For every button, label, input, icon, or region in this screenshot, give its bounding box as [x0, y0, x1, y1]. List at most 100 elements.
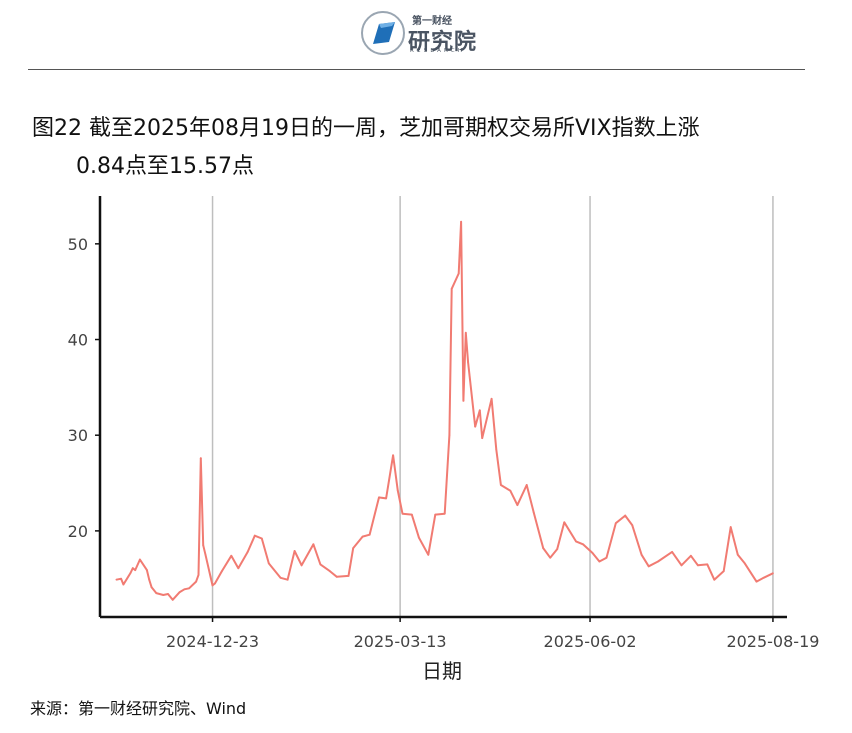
vix-data-point: [614, 522, 617, 525]
y-axis: 20 30 40 50: [68, 196, 102, 617]
vix-data-point: [509, 489, 512, 492]
x-tick-label: 2025-03-13: [354, 632, 447, 651]
vix-data-point: [462, 399, 465, 402]
vix-data-point: [237, 567, 240, 570]
vix-data-point: [286, 578, 289, 581]
vix-data-point: [335, 575, 338, 578]
vix-data-point: [689, 554, 692, 557]
vix-data-point: [464, 331, 467, 334]
vix-data-point: [417, 536, 420, 539]
vix-data-point: [178, 591, 181, 594]
vix-data-point: [434, 513, 437, 516]
vix-data-point: [150, 586, 153, 589]
vix-data-point: [347, 574, 350, 577]
vix-data-point: [516, 504, 519, 506]
vix-data-point: [722, 570, 725, 572]
vix-data-point: [129, 572, 132, 574]
vix-data-point: [211, 584, 214, 587]
vix-data-point: [312, 543, 315, 546]
vix-data-point: [481, 437, 484, 439]
logo-top-text: 第一财经: [412, 16, 452, 27]
vix-data-point: [713, 578, 716, 581]
source-note: 来源：第一财经研究院、Wind: [30, 699, 247, 718]
vix-data-point: [736, 553, 739, 556]
vix-data-point: [657, 560, 659, 563]
logo: 第一财经 研究院 RESEARCH: [360, 6, 490, 58]
vix-data-point: [474, 425, 477, 428]
vix-data-point: [640, 553, 643, 556]
logo-sub-text: RESEARCH: [410, 48, 466, 54]
vix-data-point: [115, 578, 118, 581]
vix-data-point: [706, 563, 709, 566]
vix-data-point: [647, 565, 650, 568]
vix-data-point: [392, 454, 394, 457]
vix-data-point: [246, 551, 249, 553]
vix-data-point: [591, 551, 594, 554]
logo-emblem-icon: [361, 11, 405, 55]
vix-data-point: [368, 533, 371, 536]
series-layer: [115, 220, 774, 601]
x-tick-label: 2024-12-23: [166, 632, 259, 651]
vix-data-point: [460, 220, 462, 223]
vix-data-point: [122, 583, 125, 586]
vix-data-point: [556, 548, 559, 550]
vix-data-point: [410, 513, 413, 516]
vix-data-point: [575, 540, 577, 543]
vix-data-point: [427, 553, 430, 556]
x-axis-label: 日期: [422, 659, 462, 683]
vix-data-point: [532, 511, 535, 514]
x-tick-label: 2025-08-19: [726, 632, 819, 651]
vix-data-point: [490, 397, 493, 400]
vix-data-point: [697, 564, 699, 567]
vix-data-point: [319, 563, 322, 566]
vix-data-point: [755, 580, 758, 583]
vix-data-point: [582, 543, 584, 546]
vix-data-point: [396, 489, 399, 492]
vix-data-point: [171, 598, 174, 601]
vix-data-point: [467, 361, 470, 364]
vix-data-point: [138, 558, 141, 561]
vix-data-point: [230, 554, 233, 557]
vix-data-point: [598, 560, 601, 563]
vix-data-point: [328, 570, 331, 572]
vix-data-point: [478, 409, 481, 412]
vix-data-point: [183, 588, 186, 591]
vix-data-point: [155, 592, 158, 594]
vix-data-point: [680, 564, 683, 567]
vix-data-point: [762, 576, 765, 579]
vix-data-point: [162, 594, 165, 596]
x-axis: 2024-12-23 2025-03-13 2025-06-02 2025-08-19: [100, 615, 819, 651]
vix-data-point: [253, 534, 256, 537]
vix-data-point: [605, 556, 608, 559]
vix-data-point: [772, 572, 774, 575]
vix-data-point: [167, 593, 169, 595]
y-tick-label: 30: [68, 426, 88, 445]
vix-data-point: [361, 535, 364, 538]
vix-data-point: [352, 547, 355, 550]
vix-data-point: [542, 547, 545, 550]
logo-main-text: 研究院: [408, 30, 478, 55]
x-tick-label: 2025-06-02: [544, 632, 637, 651]
chart-title-line-1: 图22 截至2025年08月19日的一周，芝加哥期权交易所VIX指数上涨: [32, 116, 700, 141]
chart-title-line-2: 0.84点至15.57点: [76, 154, 254, 179]
vix-data-point: [204, 553, 207, 556]
vix-data-point: [525, 484, 528, 486]
vix-data-point: [401, 512, 404, 515]
vix-data-point: [457, 272, 460, 275]
vix-data-point: [448, 434, 451, 437]
grid-lines: [211, 196, 774, 617]
vix-data-point: [267, 562, 270, 565]
vix-data-point: [385, 497, 387, 500]
vix-data-point: [145, 569, 148, 572]
vix-data-point: [260, 537, 263, 540]
vix-data-point: [221, 570, 223, 572]
vix-data-point: [131, 567, 134, 570]
vix-data-point: [495, 448, 498, 451]
vix-data-point: [188, 587, 190, 590]
vix-data-point: [729, 526, 732, 528]
vix-series-line: [116, 220, 774, 601]
vix-data-point: [213, 582, 216, 585]
vix-data-point: [148, 578, 151, 581]
vix-data-point: [293, 550, 296, 552]
